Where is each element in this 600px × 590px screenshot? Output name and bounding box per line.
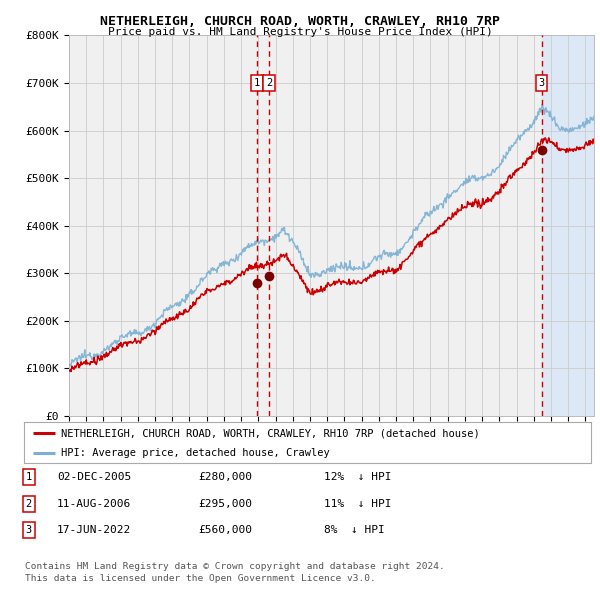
Text: HPI: Average price, detached house, Crawley: HPI: Average price, detached house, Craw… bbox=[61, 448, 329, 458]
Text: 2: 2 bbox=[26, 499, 32, 509]
Text: NETHERLEIGH, CHURCH ROAD, WORTH, CRAWLEY, RH10 7RP: NETHERLEIGH, CHURCH ROAD, WORTH, CRAWLEY… bbox=[100, 15, 500, 28]
Text: 11%  ↓ HPI: 11% ↓ HPI bbox=[324, 499, 392, 509]
Bar bbox=[542, 35, 594, 416]
Text: £560,000: £560,000 bbox=[198, 526, 252, 535]
Text: 2: 2 bbox=[266, 78, 272, 88]
Text: 3: 3 bbox=[26, 526, 32, 535]
Text: Contains HM Land Registry data © Crown copyright and database right 2024.
This d: Contains HM Land Registry data © Crown c… bbox=[25, 562, 445, 583]
Text: £295,000: £295,000 bbox=[198, 499, 252, 509]
Text: 1: 1 bbox=[26, 473, 32, 482]
Text: NETHERLEIGH, CHURCH ROAD, WORTH, CRAWLEY, RH10 7RP (detached house): NETHERLEIGH, CHURCH ROAD, WORTH, CRAWLEY… bbox=[61, 428, 479, 438]
Text: 1: 1 bbox=[254, 78, 260, 88]
Text: 8%  ↓ HPI: 8% ↓ HPI bbox=[324, 526, 385, 535]
Text: 3: 3 bbox=[539, 78, 545, 88]
Text: 17-JUN-2022: 17-JUN-2022 bbox=[57, 526, 131, 535]
Text: 02-DEC-2005: 02-DEC-2005 bbox=[57, 473, 131, 482]
Text: Price paid vs. HM Land Registry's House Price Index (HPI): Price paid vs. HM Land Registry's House … bbox=[107, 27, 493, 37]
Text: 12%  ↓ HPI: 12% ↓ HPI bbox=[324, 473, 392, 482]
Text: £280,000: £280,000 bbox=[198, 473, 252, 482]
Text: 11-AUG-2006: 11-AUG-2006 bbox=[57, 499, 131, 509]
